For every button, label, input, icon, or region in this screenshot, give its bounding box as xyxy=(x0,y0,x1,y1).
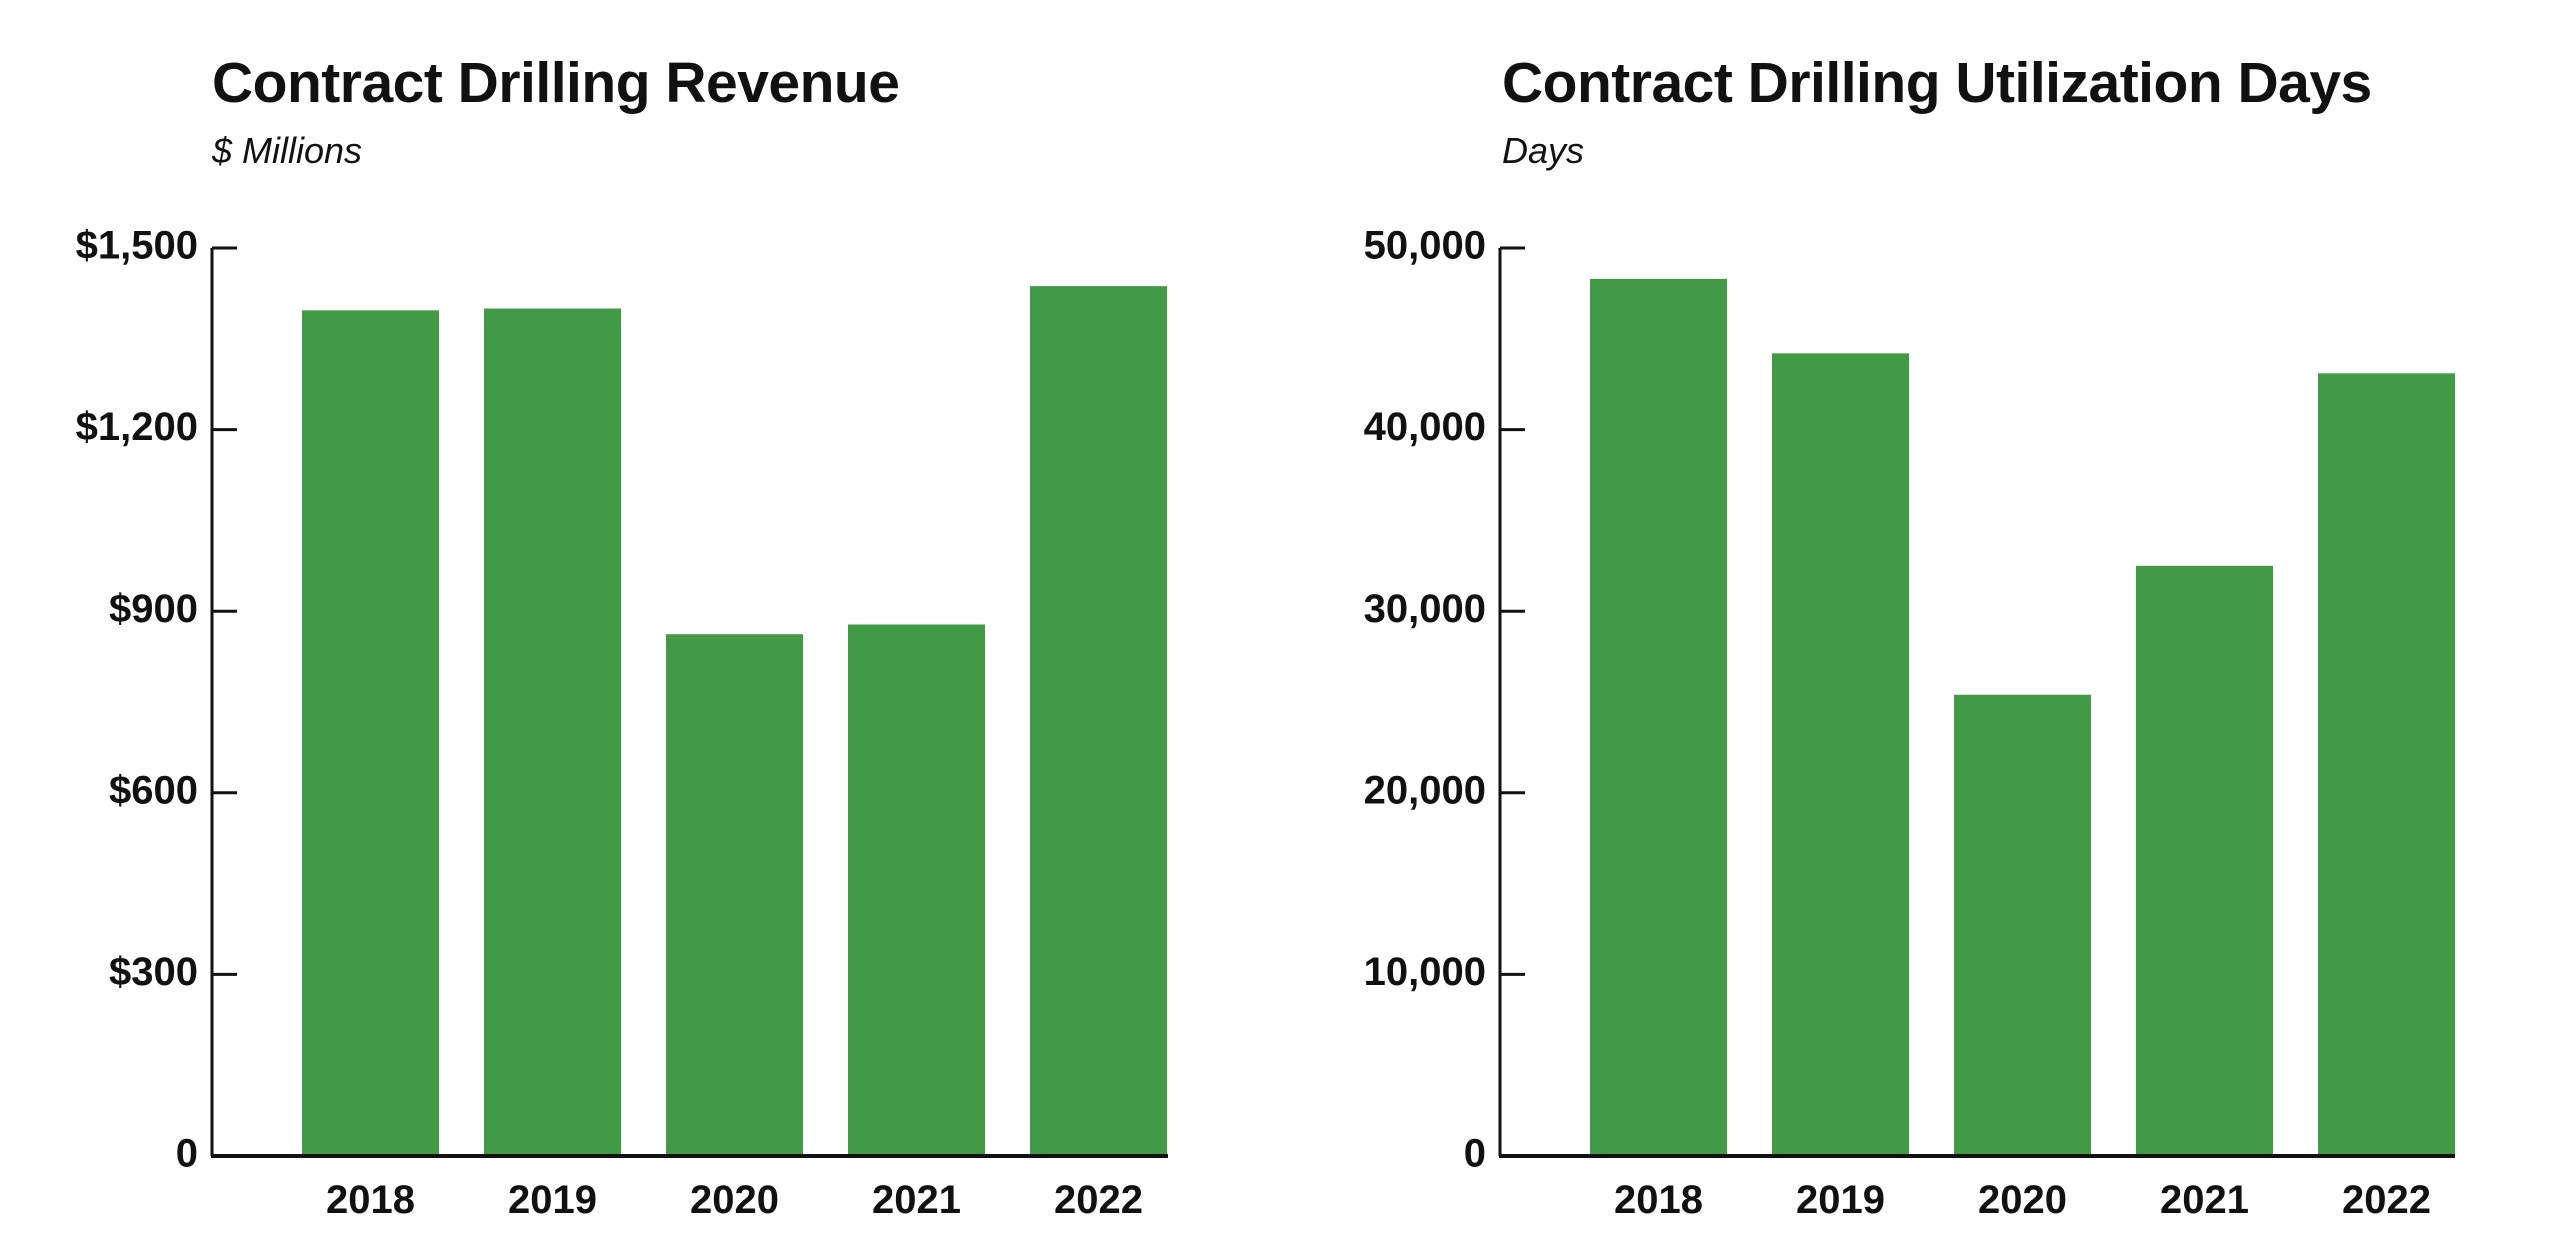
utilization-days-chart-panel: Contract Drilling Utilization Days Days … xyxy=(1275,0,2550,1239)
revenue-x-tick-label: 2019 xyxy=(508,1178,597,1222)
revenue-y-tick-label: $300 xyxy=(109,950,198,994)
revenue-y-tick-label: $1,200 xyxy=(76,405,198,449)
days-bar-2018 xyxy=(1590,278,1727,1156)
days-y-tick-label: 40,000 xyxy=(1364,405,1486,449)
days-y-tick-label: 10,000 xyxy=(1364,950,1486,994)
revenue-bar-chart: 0 $300 $600 $900 $1,200 $1,500 2018 2019 2020 202… xyxy=(76,224,1168,1222)
days-x-tick-label: 2019 xyxy=(1796,1178,1885,1222)
revenue-x-tick-label: 2022 xyxy=(1054,1178,1143,1222)
revenue-chart-subtitle: $ Millions xyxy=(212,130,363,171)
revenue-y-tick-label: $600 xyxy=(109,768,198,812)
days-x-tick-label: 2018 xyxy=(1614,1178,1703,1222)
revenue-y-tick-label: $900 xyxy=(109,587,198,631)
revenue-x-tick-label: 2018 xyxy=(326,1178,415,1222)
days-bar-2022 xyxy=(2318,373,2455,1157)
revenue-bar-2020 xyxy=(666,634,803,1156)
revenue-y-tick-label: $1,500 xyxy=(76,224,198,268)
revenue-y-tick-label: 0 xyxy=(176,1132,198,1176)
days-y-tick-label: 30,000 xyxy=(1364,587,1486,631)
revenue-bar-2022 xyxy=(1030,286,1167,1156)
revenue-x-tick-label: 2021 xyxy=(872,1178,961,1222)
utilization-days-chart-subtitle: Days xyxy=(1502,130,1585,171)
days-x-tick-label: 2020 xyxy=(1978,1178,2067,1222)
days-x-tick-label: 2021 xyxy=(2160,1178,2249,1222)
utilization-days-bar-chart: 0 10,000 20,000 30,000 40,000 50,000 2018 2019 2… xyxy=(1364,224,2455,1222)
utilization-days-chart-title: Contract Drilling Utilization Days xyxy=(1502,51,2372,115)
days-y-tick-label: 20,000 xyxy=(1364,768,1486,812)
days-bar-2020 xyxy=(1954,694,2091,1156)
days-y-tick-label: 50,000 xyxy=(1364,224,1486,268)
days-x-tick-label: 2022 xyxy=(2342,1178,2431,1222)
revenue-chart-panel: Contract Drilling Revenue $ Millions 0 $3… xyxy=(76,51,1168,1222)
days-bar-2021 xyxy=(2136,565,2273,1156)
revenue-bar-2019 xyxy=(484,308,621,1156)
days-y-tick-label: 0 xyxy=(1464,1132,1486,1176)
revenue-bar-2018 xyxy=(302,310,439,1156)
revenue-bar-2021 xyxy=(848,624,985,1156)
revenue-x-tick-label: 2020 xyxy=(690,1178,779,1222)
revenue-chart-title: Contract Drilling Revenue xyxy=(212,51,900,115)
days-bar-2019 xyxy=(1772,353,1909,1156)
